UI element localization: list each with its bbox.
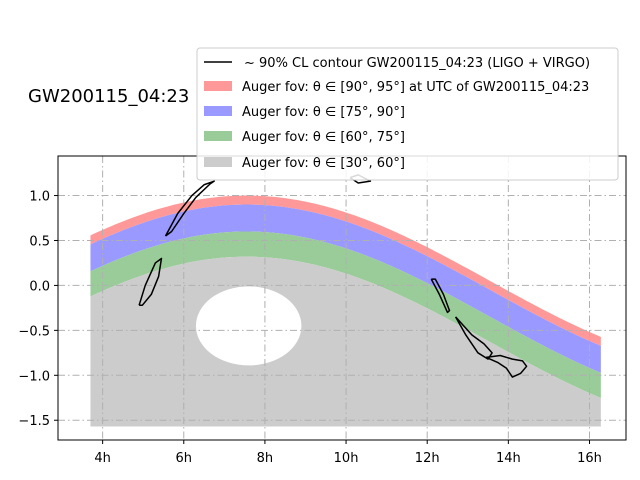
legend-swatch-band-3: [204, 157, 232, 167]
fov-band-1: [90, 204, 601, 373]
legend-swatch-band-2: [204, 131, 232, 141]
x-tick-label-0: 4h: [94, 451, 111, 466]
legend-swatch-band-1: [204, 106, 232, 116]
contour-segment-2: [430, 278, 451, 314]
y-tick-label-4: 0.5: [29, 234, 50, 249]
contour-segment-4: [485, 354, 528, 378]
y-tick-label-1: −1.0: [18, 369, 50, 384]
legend-label-band-1: Auger fov: θ ∈ [75°, 90°]: [242, 105, 405, 120]
legend-label-contour: ~ 90% CL contour GW200115_04:23 (LIGO + …: [244, 56, 590, 71]
contour-segment-1: [138, 257, 163, 306]
x-tick-label-2: 8h: [257, 451, 274, 466]
legend-frame: [196, 47, 619, 181]
x-tick-label-3: 10h: [334, 451, 359, 466]
y-tick-label-2: −0.5: [18, 324, 50, 339]
y-tick-label-0: −1.5: [18, 414, 50, 429]
x-tick-label-6: 16h: [577, 451, 602, 466]
y-tick-label-3: 0.0: [29, 279, 50, 294]
gw-contour: [138, 174, 528, 378]
y-axis-ticks: −1.5 −1.0 −0.5 0.0 0.5 1.0: [18, 190, 58, 429]
contour-segment-0: [164, 180, 215, 237]
fov-band-2: [90, 231, 601, 398]
contour-segment-3: [454, 316, 493, 360]
y-tick-label-5: 1.0: [29, 190, 50, 205]
x-tick-label-1: 6h: [176, 451, 193, 466]
fov-bands: [90, 195, 601, 427]
fov-band-3: [90, 256, 601, 427]
x-tick-label-5: 14h: [496, 451, 521, 466]
chart-title: GW200115_04:23: [28, 86, 189, 107]
grid: [58, 156, 626, 440]
legend-label-band-3: Auger fov: θ ∈ [30°, 60°]: [242, 156, 405, 171]
plot-area: [57, 155, 627, 441]
x-tick-label-4: 12h: [415, 451, 440, 466]
legend-label-band-0: Auger fov: θ ∈ [90°, 95°] at UTC of GW20…: [242, 80, 589, 95]
legend: ~ 90% CL contour GW200115_04:23 (LIGO + …: [196, 47, 619, 181]
x-axis-ticks: 4h 6h 8h 10h 12h 14h 16h: [94, 440, 602, 466]
legend-swatch-band-0: [204, 81, 232, 91]
legend-label-band-2: Auger fov: θ ∈ [60°, 75°]: [242, 130, 405, 145]
